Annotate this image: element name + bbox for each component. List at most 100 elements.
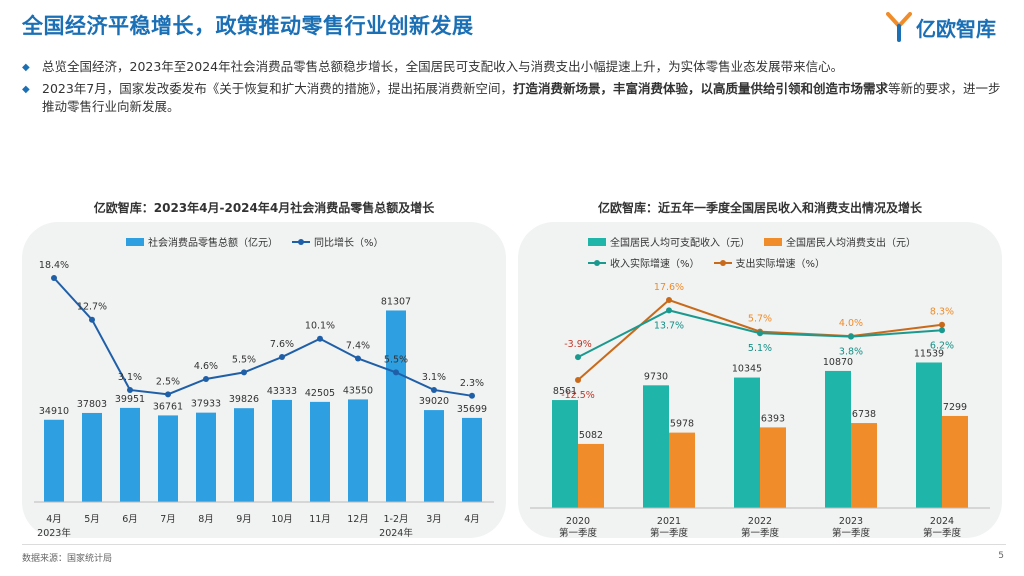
x-tick-label: 1-2月 <box>383 514 408 525</box>
bar-income <box>734 377 760 508</box>
line-point-yoy-growth <box>241 369 247 376</box>
x-tick-label: 2024 <box>930 516 954 527</box>
x-tick-label: 7月 <box>160 514 176 525</box>
legend-item-expense: 全国居民人均消费支出（元） <box>764 234 916 249</box>
bar-value-label: 42505 <box>305 388 335 399</box>
bar-retail-total <box>424 410 444 502</box>
bar-income <box>552 400 578 508</box>
x-tick-label: 4月 <box>464 514 480 525</box>
bar-value-label: 81307 <box>381 296 411 307</box>
x-sub-label: 第一季度 <box>923 527 962 539</box>
x-tick-label: 2020 <box>566 516 590 527</box>
bar-value-label: 43550 <box>343 385 373 396</box>
line-point-yoy-growth <box>393 369 399 376</box>
line-point-expense-growth <box>939 321 945 328</box>
line-value-label: 5.5% <box>232 354 256 365</box>
line-point-income-growth <box>666 307 672 314</box>
bar-retail-total <box>44 419 64 502</box>
data-source: 数据来源：国家统计局 <box>22 554 113 564</box>
line-value-label: -12.5% <box>561 390 595 401</box>
line-point-income-growth <box>757 330 763 337</box>
right-chart-legend: 全国居民人均可支配收入（元） 全国居民人均消费支出（元） 收入实际增速（%） 支… <box>588 234 948 270</box>
line-value-label: 4.0% <box>839 318 863 329</box>
bullet-text-pre: 2023年7月，国家发改委发布《关于恢复和扩大消费的措施》，提出拓展消费新空间， <box>42 81 514 96</box>
bullet-item: ◆ 2023年7月，国家发改委发布《关于恢复和扩大消费的措施》，提出拓展消费新空… <box>22 80 1012 116</box>
bar-retail-total <box>196 412 216 502</box>
line-value-label: 3.1% <box>118 372 142 383</box>
bar-retail-total <box>158 415 178 502</box>
left-chart-legend: 社会消费品零售总额（亿元） 同比增长（%） <box>126 234 398 249</box>
bar-value-label: 39951 <box>115 394 145 405</box>
bar-retail-total <box>310 401 330 502</box>
legend-label: 全国居民人均消费支出（元） <box>786 238 916 249</box>
bar-value-label: 9730 <box>644 371 668 382</box>
line-point-yoy-growth <box>431 386 437 393</box>
legend-swatch <box>764 237 782 246</box>
x-tick-label: 4月 <box>46 514 62 525</box>
legend-swatch <box>126 237 144 246</box>
bar-retail-total <box>234 408 254 502</box>
line-point-yoy-growth <box>279 354 285 361</box>
diamond-bullet-icon: ◆ <box>22 84 30 95</box>
bar-value-label: 39826 <box>229 394 259 405</box>
bar-value-label: 36761 <box>153 401 183 412</box>
legend-swatch <box>588 259 606 267</box>
x-tick-label: 6月 <box>122 514 138 525</box>
line-point-expense-growth <box>575 377 581 383</box>
line-point-yoy-growth <box>203 375 209 382</box>
bar-value-label: 43333 <box>267 386 297 397</box>
line-point-yoy-growth <box>127 386 133 393</box>
x-tick-label: 2023 <box>839 516 863 527</box>
line-value-label: 5.5% <box>384 354 408 365</box>
line-value-label: 17.6% <box>654 282 684 293</box>
line-point-yoy-growth <box>165 391 171 398</box>
line-point-yoy-growth <box>51 275 57 281</box>
bullet-item: ◆ 总览全国经济，2023年至2024年社会消费品零售总额稳步增长，全国居民可支… <box>22 58 1012 77</box>
bar-retail-total <box>462 417 482 502</box>
x-year-label: 2024年 <box>379 527 413 539</box>
legend-label: 社会消费品零售总额（亿元） <box>148 238 278 249</box>
x-tick-label: 5月 <box>84 514 100 525</box>
bar-value-label: 8561 <box>553 386 577 397</box>
legend-label: 支出实际增速（%） <box>735 259 826 270</box>
line-value-label: 10.1% <box>305 321 335 332</box>
line-point-yoy-growth <box>89 316 95 323</box>
bar-expense <box>578 443 604 508</box>
bar-retail-total <box>82 412 102 502</box>
line-yoy-growth <box>53 277 473 397</box>
x-tick-label: 11月 <box>309 514 331 525</box>
bar-value-label: 11539 <box>914 349 944 360</box>
bar-value-label: 10345 <box>732 364 762 375</box>
bar-retail-total <box>120 407 140 502</box>
line-value-label: -3.9% <box>564 339 592 350</box>
bullet-text: 2023年7月，国家发改委发布《关于恢复和扩大消费的措施》，提出拓展消费新空间，… <box>42 80 1012 116</box>
line-point-income-growth <box>939 327 945 334</box>
x-tick-label: 2021 <box>657 516 681 527</box>
bar-income <box>916 362 942 508</box>
bar-expense <box>942 415 968 508</box>
line-value-label: 18.4% <box>39 260 69 271</box>
line-value-label: 4.6% <box>194 361 218 372</box>
line-value-label: 6.2% <box>930 340 954 351</box>
bar-value-label: 37803 <box>77 399 107 410</box>
bar-expense <box>669 432 695 508</box>
line-value-label: 5.1% <box>748 343 772 354</box>
page-number: 5 <box>998 551 1004 561</box>
line-value-label: 2.3% <box>460 378 484 389</box>
legend-label: 全国居民人均可支配收入（元） <box>610 238 750 249</box>
bar-expense <box>851 423 877 508</box>
bar-value-label: 7299 <box>943 402 967 413</box>
x-tick-label: 8月 <box>198 514 214 525</box>
bullet-text-bold: 打造消费新场景，丰富消费体验，以高质量供给引领和创造市场需求 <box>513 81 889 96</box>
line-value-label: 3.8% <box>839 347 863 358</box>
right-chart-title: 亿欧智库：近五年一季度全国居民收入和消费支出情况及增长 <box>597 201 922 215</box>
bar-value-label: 6738 <box>852 409 876 420</box>
bar-retail-total <box>348 399 368 502</box>
left-chart-title: 亿欧智库：2023年4月-2024年4月社会消费品零售总额及增长 <box>93 201 435 215</box>
x-year-label: 2023年 <box>37 527 71 539</box>
left-chart: 34910 4月 37803 5月 39951 6月 36761 7月 37933 8月 39826… <box>34 260 494 539</box>
logo-mark-icon <box>886 12 912 42</box>
page-title: 全国经济平稳增长，政策推动零售行业创新发展 <box>22 14 474 38</box>
line-point-yoy-growth <box>469 392 475 399</box>
bar-value-label: 5978 <box>670 419 694 430</box>
